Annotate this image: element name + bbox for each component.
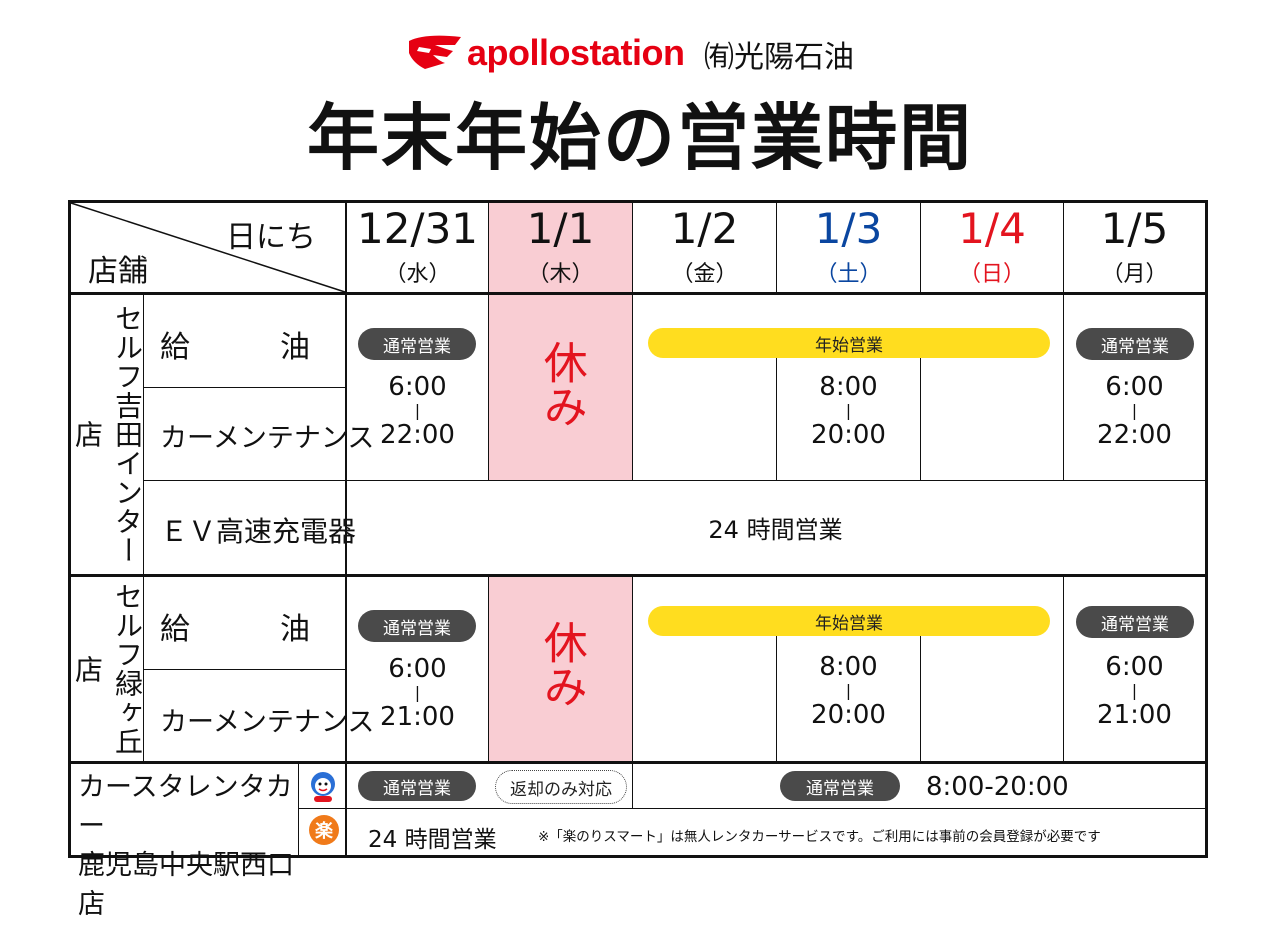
store2-normal-badge-0105: 通常営業 — [1076, 606, 1194, 638]
date-header-0103: 1/3 （土） — [814, 204, 883, 288]
raku-icon: 楽 — [309, 815, 339, 845]
store3-return-only-badge: 返却のみ対応 — [495, 770, 627, 804]
store1-hours-1231: 6:00 | 22:00 — [380, 372, 455, 450]
store1-name: セルフ吉田インター店 — [71, 304, 144, 565]
brand-logo: apollostation — [405, 30, 695, 76]
date-header-0101: 1/1 （木） — [526, 204, 595, 288]
store2-hours-0102-0104: 8:00 | 20:00 — [811, 652, 886, 730]
brand-name: apollostation — [467, 32, 685, 73]
store1-ev-hours: 24 時間営業 — [708, 516, 843, 544]
store2-name: セルフ緑ヶ丘店 — [71, 582, 144, 756]
company-name: ㈲光陽石油 — [704, 40, 854, 75]
store1-hours-0105: 6:00 | 22:00 — [1097, 372, 1172, 450]
store3-24h-hours: 24 時間営業 — [368, 827, 497, 853]
corner-diagonal — [70, 202, 346, 293]
corner-date-label: 日にち — [226, 220, 316, 255]
store1-newyear-bar: 年始営業 — [648, 328, 1050, 358]
store2-normal-badge-1231: 通常営業 — [358, 610, 476, 642]
store2-hours-0105: 6:00 | 21:00 — [1097, 652, 1172, 730]
corner-store-label: 店舗 — [88, 254, 148, 289]
store1-hours-0102-0104: 8:00 | 20:00 — [811, 372, 886, 450]
store3-name: カースタレンタカー 鹿児島中央駅西口店 — [78, 772, 294, 921]
date-header-0104: 1/4 （日） — [958, 204, 1026, 288]
page-title: 年末年始の営業時間 — [306, 95, 973, 180]
apollo-head-icon — [409, 35, 461, 69]
date-header-0102: 1/2 （金） — [670, 204, 739, 288]
store2-service-fuel: 給 油 — [160, 612, 310, 647]
table-border — [68, 200, 1208, 858]
closed-cell-store1 — [489, 294, 632, 480]
store3-normal-badge-rest: 通常営業 — [780, 771, 900, 801]
mascot-icon — [311, 772, 335, 802]
store2-newyear-bar: 年始営業 — [648, 606, 1050, 636]
store1-normal-badge-1231: 通常営業 — [358, 328, 476, 360]
closed-cell-store2 — [489, 576, 632, 762]
store1-service-fuel: 給 油 — [160, 330, 310, 365]
store2-hours-1231: 6:00 | 21:00 — [380, 654, 455, 732]
store2-service-maintenance: カーメンテナンス — [160, 707, 375, 738]
date-header-1231: 12/31 （水） — [356, 204, 479, 288]
store1-closed-0101: 休み — [535, 340, 587, 428]
closed-column-header — [489, 202, 632, 293]
store3-note: ※「楽のりスマート」は無人レンタカーサービスです。ご利用には事前の会員登録が必要… — [538, 829, 1101, 845]
store1-service-maintenance: カーメンテナンス — [160, 423, 375, 454]
store1-normal-badge-0105: 通常営業 — [1076, 328, 1194, 360]
store1-service-ev: ＥＶ高速充電器 — [160, 515, 357, 548]
store2-closed-0101: 休み — [535, 620, 587, 708]
store3-hours: 8:00-20:00 — [926, 772, 1069, 802]
hours-table: 日にち 店舗 12/31 （水） 1/1 （木） 1/2 （金） 1/3 （土）… — [68, 200, 1208, 920]
date-header-0105: 1/5 （月） — [1100, 204, 1169, 288]
store3-normal-badge-1231: 通常営業 — [358, 771, 476, 801]
